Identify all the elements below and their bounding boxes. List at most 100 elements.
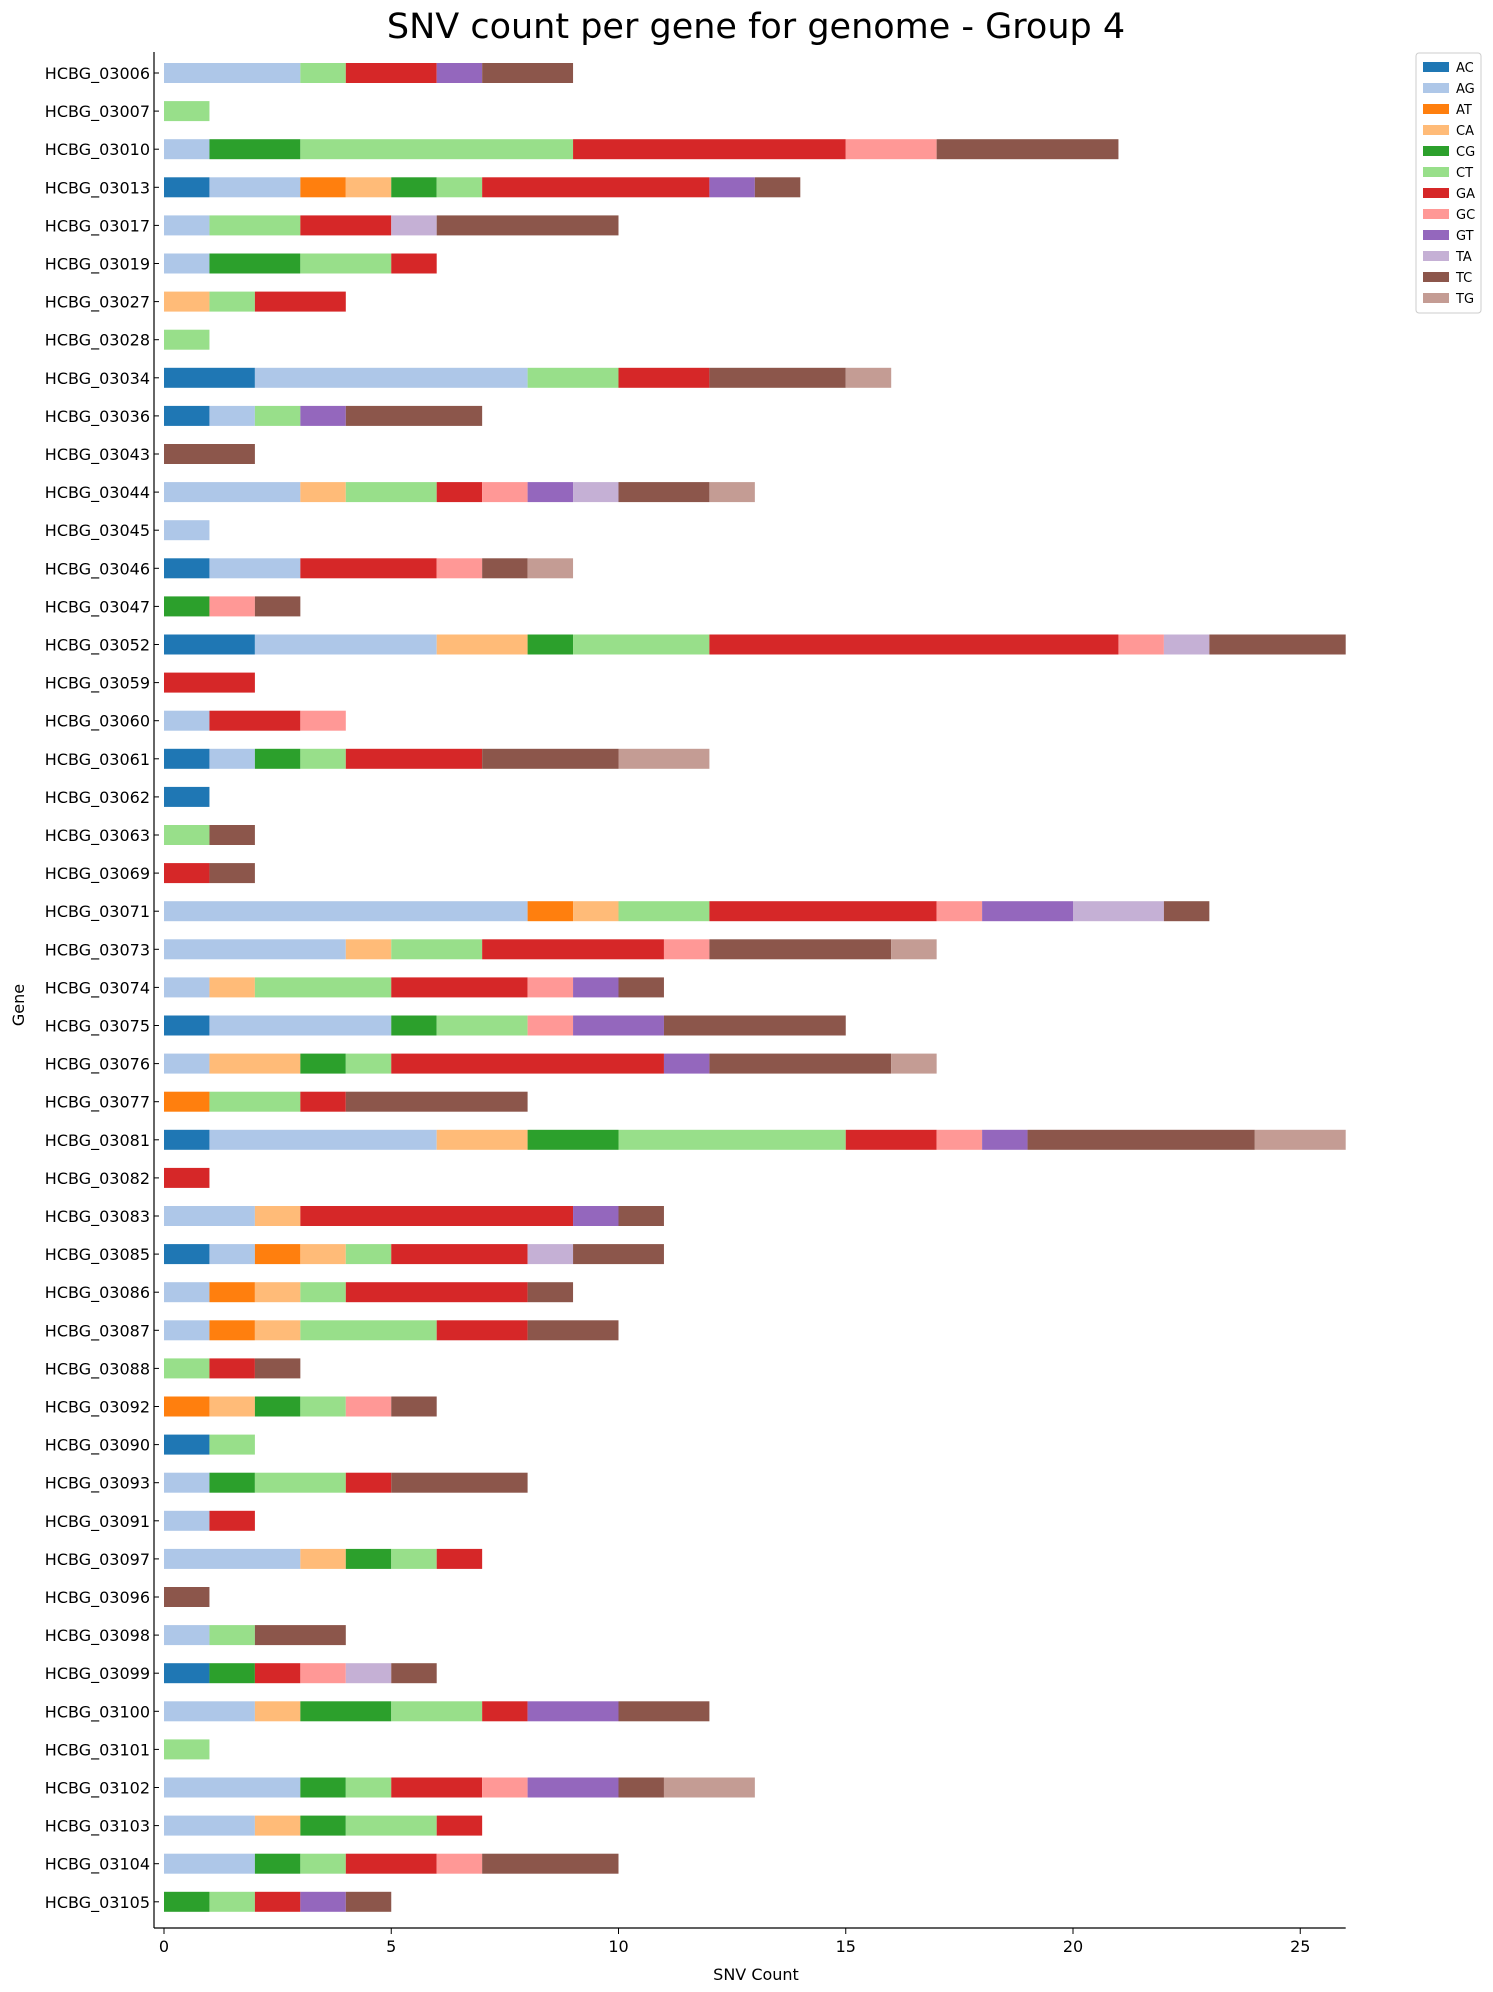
bar-segment-HCBG_03098-TC — [254, 1625, 346, 1646]
bar-segment-HCBG_03052-TA — [1163, 634, 1210, 655]
bar-segment-HCBG_03019-AG — [164, 253, 210, 274]
bar-segment-HCBG_03076-GT — [663, 1053, 710, 1074]
bar-segment-HCBG_03092-AT — [164, 1396, 210, 1417]
bar-segment-HCBG_03093-AG — [164, 1472, 210, 1493]
legend-swatch-CG — [1423, 146, 1449, 156]
legend-label-GC: GC — [1456, 208, 1475, 223]
bar-segment-HCBG_03105-CT — [209, 1891, 255, 1912]
y-tick-label: HCBG_03086 — [45, 1283, 150, 1303]
bar-segment-HCBG_03061-TC — [482, 748, 619, 769]
y-tick-label: HCBG_03076 — [45, 1055, 150, 1075]
bar-segment-HCBG_03092-GC — [345, 1396, 392, 1417]
bar-segment-HCBG_03091-GA — [209, 1510, 255, 1531]
bar-segment-HCBG_03085-AC — [164, 1244, 210, 1265]
bar-segment-HCBG_03046-GA — [300, 558, 437, 579]
bar-segment-HCBG_03069-TC — [209, 863, 255, 884]
bar-segment-HCBG_03027-GA — [254, 291, 346, 312]
bar-segment-HCBG_03093-CG — [209, 1472, 255, 1493]
y-tick-label: HCBG_03073 — [45, 940, 150, 960]
bar-segment-HCBG_03081-CT — [618, 1129, 846, 1150]
y-tick-label: HCBG_03047 — [45, 597, 150, 617]
bar-segment-HCBG_03085-AG — [209, 1244, 255, 1265]
bar-segment-HCBG_03083-GA — [300, 1206, 574, 1226]
bar-segment-HCBG_03093-GA — [345, 1472, 392, 1493]
y-tick-label: HCBG_03087 — [45, 1321, 150, 1341]
bar-segment-HCBG_03100-GT — [527, 1701, 619, 1722]
bar-segment-HCBG_03063-TC — [209, 825, 255, 845]
legend-label-GA: GA — [1456, 187, 1475, 202]
bar-segment-HCBG_03052-TC — [1209, 634, 1346, 655]
y-tick-label: HCBG_03045 — [45, 521, 150, 541]
bar-segment-HCBG_03046-TG — [527, 558, 574, 579]
bar-segment-HCBG_03063-CT — [164, 825, 210, 845]
bar-segment-HCBG_03073-CT — [391, 939, 483, 960]
legend-swatch-TA — [1423, 251, 1449, 261]
bar-segment-HCBG_03044-TC — [618, 482, 710, 503]
bar-segment-HCBG_03052-AG — [254, 634, 437, 655]
bar-segment-HCBG_03073-TC — [709, 939, 892, 960]
bar-segment-HCBG_03093-CT — [254, 1472, 346, 1493]
bar-segment-HCBG_03075-CT — [436, 1015, 528, 1036]
bar-segment-HCBG_03081-CG — [527, 1129, 619, 1150]
bar-segment-HCBG_03034-GA — [618, 367, 710, 388]
bar-segment-HCBG_03061-CT — [300, 748, 346, 769]
bar-segment-HCBG_03076-CG — [300, 1053, 346, 1074]
bar-segment-HCBG_03097-CT — [391, 1548, 437, 1569]
legend-swatch-AG — [1423, 83, 1449, 93]
x-tick-label: 15 — [836, 1937, 856, 1956]
bar-segment-HCBG_03075-AG — [209, 1015, 392, 1036]
bar-segment-HCBG_03074-GA — [391, 977, 528, 998]
bar-segment-HCBG_03099-CG — [209, 1663, 255, 1684]
bar-segment-HCBG_03075-TC — [663, 1015, 846, 1036]
bar-segment-HCBG_03010-CG — [209, 139, 301, 160]
bar-segment-HCBG_03019-GA — [391, 253, 437, 274]
bar-segment-HCBG_03047-TC — [254, 596, 301, 617]
bar-segment-HCBG_03073-CA — [345, 939, 392, 960]
bar-segment-HCBG_03074-CA — [209, 977, 255, 998]
bar-segment-HCBG_03100-CG — [300, 1701, 392, 1722]
bar-segment-HCBG_03028-CT — [164, 329, 210, 350]
bar-segment-HCBG_03074-CT — [254, 977, 392, 998]
bar-segment-HCBG_03104-CG — [254, 1853, 301, 1874]
bar-segment-HCBG_03088-CT — [164, 1358, 210, 1379]
bar-segment-HCBG_03044-AG — [164, 482, 301, 503]
bar-segment-HCBG_03019-CG — [209, 253, 301, 274]
bar-segment-HCBG_03087-CT — [300, 1320, 437, 1341]
bar-segment-HCBG_03013-GT — [709, 177, 755, 198]
bar-segment-HCBG_03013-CG — [391, 177, 437, 198]
bar-segment-HCBG_03081-AC — [164, 1129, 210, 1150]
bar-segment-HCBG_03052-CA — [436, 634, 528, 655]
bar-segment-HCBG_03036-TC — [345, 405, 483, 426]
bar-segment-HCBG_03081-TG — [1254, 1129, 1346, 1150]
bar-segment-HCBG_03074-TC — [618, 977, 664, 998]
y-tick-label: HCBG_03013 — [45, 178, 150, 198]
bar-segment-HCBG_03083-GT — [573, 1206, 619, 1226]
bar-segment-HCBG_03076-TC — [709, 1053, 892, 1074]
chart-title: SNV count per gene for genome - Group 4 — [387, 7, 1125, 47]
bar-segment-HCBG_03100-AG — [164, 1701, 255, 1722]
bar-segment-HCBG_03098-CT — [209, 1625, 255, 1646]
bar-segment-HCBG_03006-GT — [436, 63, 483, 83]
y-tick-label: HCBG_03083 — [45, 1207, 150, 1227]
bar-segment-HCBG_03010-GA — [573, 139, 846, 160]
bar-segment-HCBG_03073-GC — [663, 939, 710, 960]
bar-segment-HCBG_03097-AG — [164, 1548, 301, 1569]
bar-segment-HCBG_03105-GT — [300, 1891, 346, 1912]
bar-segment-HCBG_03083-CA — [254, 1206, 301, 1226]
bar-segment-HCBG_03099-TA — [345, 1663, 392, 1684]
y-axis-label: Gene — [9, 984, 28, 1026]
bar-segment-HCBG_03091-AG — [164, 1510, 210, 1531]
bar-segment-HCBG_03077-AT — [164, 1091, 210, 1112]
bar-segment-HCBG_03074-AG — [164, 977, 210, 998]
bar-segment-HCBG_03044-TG — [709, 482, 755, 503]
bar-segment-HCBG_03098-AG — [164, 1625, 210, 1646]
y-axis: HCBG_03006 HCBG_03007 HCBG_03010 HCBG_03013… — [45, 52, 159, 1928]
bar-segment-HCBG_03060-GC — [300, 710, 346, 731]
bar-segment-HCBG_03085-AT — [254, 1244, 301, 1265]
bar-segment-HCBG_03006-CT — [300, 63, 346, 83]
bar-segment-HCBG_03087-GA — [436, 1320, 528, 1341]
bar-segment-HCBG_03103-GA — [436, 1815, 483, 1836]
y-tick-label: HCBG_03010 — [45, 140, 150, 160]
bar-segment-HCBG_03090-CT — [209, 1434, 255, 1455]
